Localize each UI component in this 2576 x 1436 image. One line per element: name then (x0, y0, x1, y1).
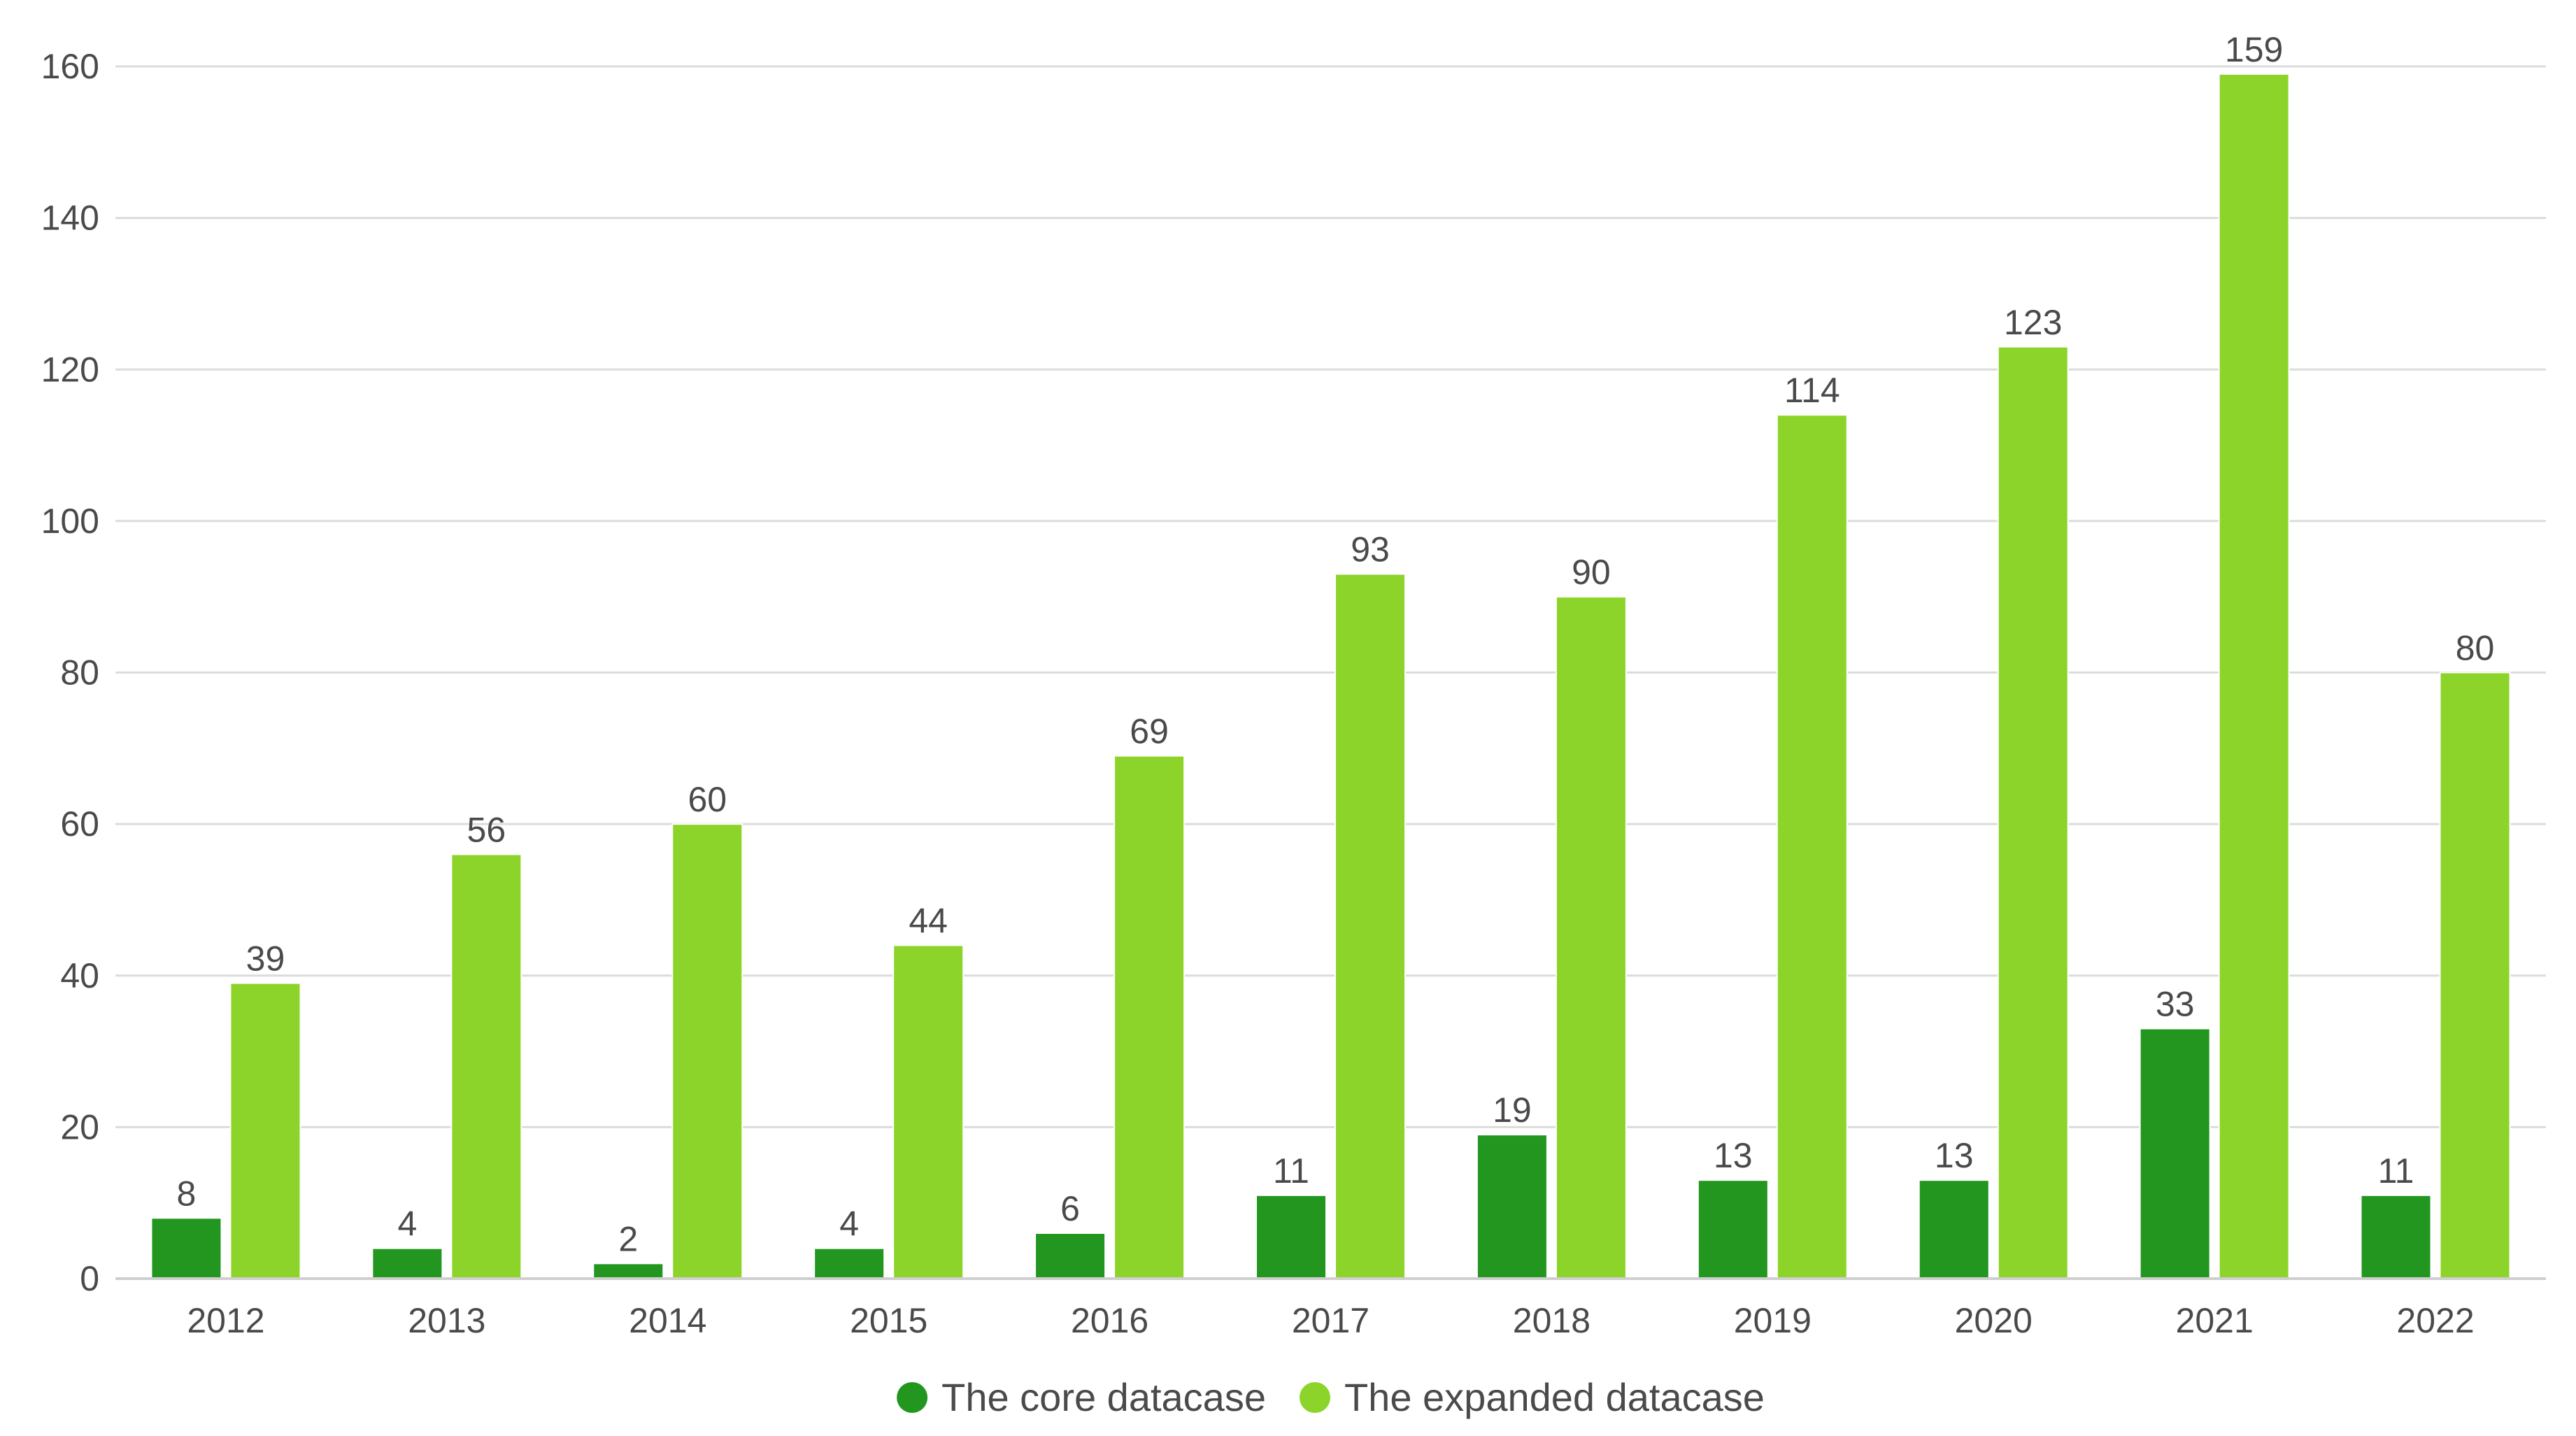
bar-core (1476, 1134, 1548, 1280)
bar-core (592, 1263, 664, 1280)
data-label: 6 (1060, 1189, 1080, 1228)
bar-core (1255, 1194, 1327, 1279)
bar-core (371, 1247, 443, 1280)
y-tick-label: 20 (60, 1107, 99, 1146)
bar-expanded (229, 982, 301, 1280)
legend-label: The core datacase (941, 1375, 1266, 1419)
x-tick-label: 2017 (1292, 1301, 1369, 1340)
legend: The core datacase The expanded datacase (897, 1375, 1765, 1419)
x-axis: 2012 2013 2014 2015 2016 2017 2018 2019 2020 2021… (115, 1277, 2546, 1340)
data-label: 2 (618, 1219, 638, 1258)
data-label: 80 (2456, 629, 2495, 668)
x-tick-label: 2015 (850, 1301, 927, 1340)
data-label: 19 (1493, 1090, 1532, 1130)
x-tick-label: 2014 (629, 1301, 706, 1340)
bar-core (2360, 1194, 2432, 1279)
bar-expanded (1997, 346, 2069, 1280)
legend-item[interactable]: The core datacase (897, 1375, 1266, 1419)
bar-core (2139, 1028, 2211, 1279)
bar-core (150, 1217, 222, 1279)
data-label: 4 (397, 1204, 417, 1244)
legend-item[interactable]: The expanded datacase (1299, 1375, 1765, 1419)
data-label: 33 (2156, 985, 2195, 1024)
x-tick-label: 2019 (1734, 1301, 1812, 1340)
bar-expanded (1335, 573, 1406, 1279)
x-tick-label: 2018 (1513, 1301, 1591, 1340)
y-tick-label: 80 (60, 653, 99, 692)
data-label: 4 (839, 1204, 859, 1244)
data-label: 56 (467, 810, 506, 849)
x-tick-label: 2016 (1071, 1301, 1148, 1340)
y-tick-label: 100 (41, 502, 99, 541)
x-tick-label: 2022 (2396, 1301, 2474, 1340)
data-label: 39 (246, 939, 285, 979)
y-tick-label: 140 (41, 199, 99, 238)
bar-expanded (1555, 596, 1627, 1279)
data-label: 44 (909, 901, 948, 940)
x-tick-label: 2013 (408, 1301, 485, 1340)
data-label: 114 (1784, 371, 1840, 410)
y-tick-label: 0 (80, 1259, 99, 1298)
data-label: 13 (1714, 1136, 1753, 1175)
bar-core (813, 1247, 885, 1280)
legend-label: The expanded datacase (1344, 1375, 1765, 1419)
legend-marker (897, 1382, 928, 1413)
x-tick-label: 2012 (187, 1301, 264, 1340)
bar-expanded (1113, 755, 1186, 1280)
data-label: 93 (1351, 530, 1390, 569)
data-label: 8 (177, 1174, 197, 1213)
y-tick-label: 120 (41, 350, 99, 389)
data-label: 159 (2225, 30, 2283, 69)
data-label: 60 (688, 780, 727, 819)
bar-expanded (671, 823, 743, 1279)
bar-core (1034, 1232, 1106, 1279)
legend-marker (1299, 1382, 1330, 1413)
data-label: 11 (1273, 1151, 1309, 1190)
data-label: 11 (2378, 1151, 2414, 1190)
x-tick-label: 2021 (2176, 1301, 2254, 1340)
bar-core (1918, 1179, 1990, 1279)
y-axis: 0 20 40 60 80 100 120 140 160 (41, 47, 99, 1298)
data-label: 123 (2004, 303, 2062, 342)
bar-expanded (2439, 671, 2511, 1279)
data-label: 69 (1130, 712, 1169, 751)
bar-expanded (1776, 414, 1848, 1279)
bar-expanded (450, 853, 522, 1279)
y-tick-label: 60 (60, 804, 99, 844)
x-tick-label: 2020 (1955, 1301, 2033, 1340)
bar-core (1697, 1179, 1769, 1279)
data-label: 90 (1572, 553, 1611, 592)
bars (150, 73, 2511, 1280)
y-tick-label: 160 (41, 47, 99, 86)
data-label: 13 (1935, 1136, 1974, 1175)
bar-expanded (892, 944, 965, 1280)
bar-expanded (2218, 73, 2290, 1279)
data-labels: 8394562604446691193199013114131233315911… (177, 30, 2495, 1259)
y-tick-label: 40 (60, 956, 99, 995)
